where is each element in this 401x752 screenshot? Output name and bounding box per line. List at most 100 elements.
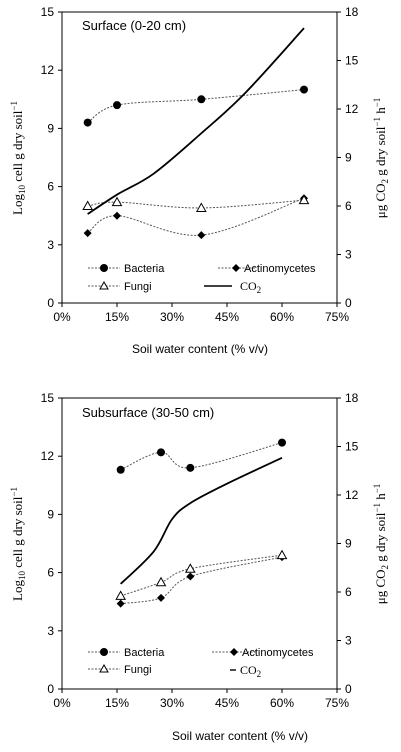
y2-ticks: 0 3 6 9 12 15 18 <box>337 391 359 696</box>
point-fungi <box>115 590 127 600</box>
y-tick-label: 9 <box>47 121 54 135</box>
x-tick-label: 60% <box>270 310 294 324</box>
legend-bacteria-label: Bacteria <box>124 263 165 275</box>
y2-title-sup1: −1 <box>372 117 382 127</box>
legend-fungi-label: Fungi <box>124 281 152 293</box>
legend-co2-sub: 2 <box>257 669 262 679</box>
point-bacteria <box>116 465 125 474</box>
legend-co2-main: CO <box>240 279 257 293</box>
y2-tick-label: 6 <box>345 199 352 213</box>
x-tick-label: 15% <box>105 310 129 324</box>
point-fungi <box>82 200 94 210</box>
y-axis-title: Log10 cell g dry soil−1 <box>9 101 27 215</box>
legend-actinomycetes-marker <box>230 648 238 656</box>
x-ticks: 0% 15% 30% 45% 60% 75% <box>53 303 349 324</box>
series-line-co2 <box>87 27 305 215</box>
x-tick-label: 60% <box>270 696 294 710</box>
legend-fungi-marker <box>99 280 109 290</box>
y-tick-label: 12 <box>41 63 55 77</box>
y-tick-label: 3 <box>47 238 54 252</box>
x-tick-label: 45% <box>215 310 239 324</box>
y2-title-main: μg CO <box>373 184 388 219</box>
y2-tick-label: 3 <box>345 634 352 648</box>
y2-title-rest: g dry soil <box>373 512 388 565</box>
x-axis-title: Soil water content (% v/v) <box>132 342 268 356</box>
legend-co2-label: CO2 <box>240 663 261 679</box>
y-tick-label: 12 <box>41 449 55 463</box>
point-actinomycetes <box>157 593 165 602</box>
y2-title-sub: 2 <box>380 179 390 184</box>
plot-frame <box>61 397 338 690</box>
series-line-fungi <box>120 554 283 597</box>
y2-tick-label: 12 <box>345 102 359 116</box>
point-fungi <box>184 563 196 573</box>
legend-co2-main: CO <box>240 663 257 677</box>
legend-actinomycetes-label: Actinomycetes <box>242 647 314 659</box>
x-tick-label: 15% <box>105 696 129 710</box>
x-tick-label: 30% <box>160 310 184 324</box>
point-bacteria <box>186 463 195 472</box>
y2-tick-label: 18 <box>345 5 359 19</box>
y-title-sub: 10 <box>17 185 27 195</box>
y-tick-label: 6 <box>47 180 54 194</box>
point-bacteria <box>157 448 165 457</box>
x-tick-label: 0% <box>53 310 71 324</box>
y2-axis-title: μg CO2 g dry soil−1 h−1 <box>372 98 390 219</box>
x-axis-title: Soil water content (% v/v) <box>172 729 308 743</box>
legend-fungi-label: Fungi <box>124 664 152 676</box>
legend-bacteria-label: Bacteria <box>124 647 165 659</box>
y2-axis-title: μg CO2 g dry soil−1 h−1 <box>372 484 390 605</box>
y-tick-label: 9 <box>47 507 54 521</box>
point-actinomycetes <box>197 231 206 240</box>
point-fungi <box>155 576 167 587</box>
x-tick-label: 45% <box>215 696 239 710</box>
y2-title-h: h <box>373 493 388 503</box>
y2-title-sup2: −1 <box>372 98 382 108</box>
y-title-main: Log <box>10 194 25 215</box>
panel-subsurface: Subsurface (30-50 cm) 0% 15% 30% 45% 60% 75% … <box>9 391 390 743</box>
legend-bacteria-marker <box>100 264 108 272</box>
y-title-main: Log <box>10 580 25 601</box>
y-tick-label: 15 <box>41 391 55 405</box>
point-fungi <box>195 202 207 212</box>
legend-fungi-marker <box>99 663 109 673</box>
series-line-bacteria <box>120 442 283 471</box>
x-tick-label: 75% <box>325 310 349 324</box>
point-bacteria <box>197 95 206 104</box>
y-ticks: 0 3 6 9 12 15 <box>41 5 62 310</box>
y-title-sup: −1 <box>9 101 19 111</box>
point-fungi <box>298 194 310 205</box>
point-bacteria <box>300 85 308 94</box>
y-title-rest: cell g dry soil <box>10 496 25 571</box>
y2-title-h: h <box>373 107 388 117</box>
y2-title-sup2: −1 <box>372 484 382 494</box>
legend-co2-sub: 2 <box>257 285 262 295</box>
legend-bacteria-marker <box>100 648 108 656</box>
chart-title: Surface (0-20 cm) <box>82 18 186 33</box>
y2-title-sub: 2 <box>380 565 390 570</box>
series-line-co2 <box>120 457 283 585</box>
point-bacteria <box>113 101 121 110</box>
y-title-sub: 10 <box>17 571 27 581</box>
y-axis-title: Log10 cell g dry soil−1 <box>9 487 27 601</box>
y-tick-label: 15 <box>41 5 55 19</box>
point-fungi <box>276 549 288 560</box>
series-group <box>82 27 310 240</box>
point-actinomycetes <box>116 599 125 608</box>
y2-tick-label: 6 <box>345 585 352 599</box>
point-fungi <box>111 196 123 207</box>
y2-tick-label: 3 <box>345 248 352 262</box>
legend-co2-label: CO2 <box>240 279 261 295</box>
point-actinomycetes <box>186 572 195 581</box>
y2-tick-label: 0 <box>345 296 352 310</box>
y2-title-main: μg CO <box>373 570 388 605</box>
legend: Bacteria Actinomycetes Fungi CO2 <box>88 263 316 295</box>
series-group <box>115 438 288 608</box>
x-tick-label: 30% <box>160 696 184 710</box>
y2-title-rest: g dry soil <box>373 126 388 179</box>
series-line-actinomycetes <box>87 197 305 236</box>
y-title-sup: −1 <box>9 487 19 497</box>
x-tick-label: 0% <box>53 696 71 710</box>
legend-actinomycetes-marker <box>232 264 240 272</box>
